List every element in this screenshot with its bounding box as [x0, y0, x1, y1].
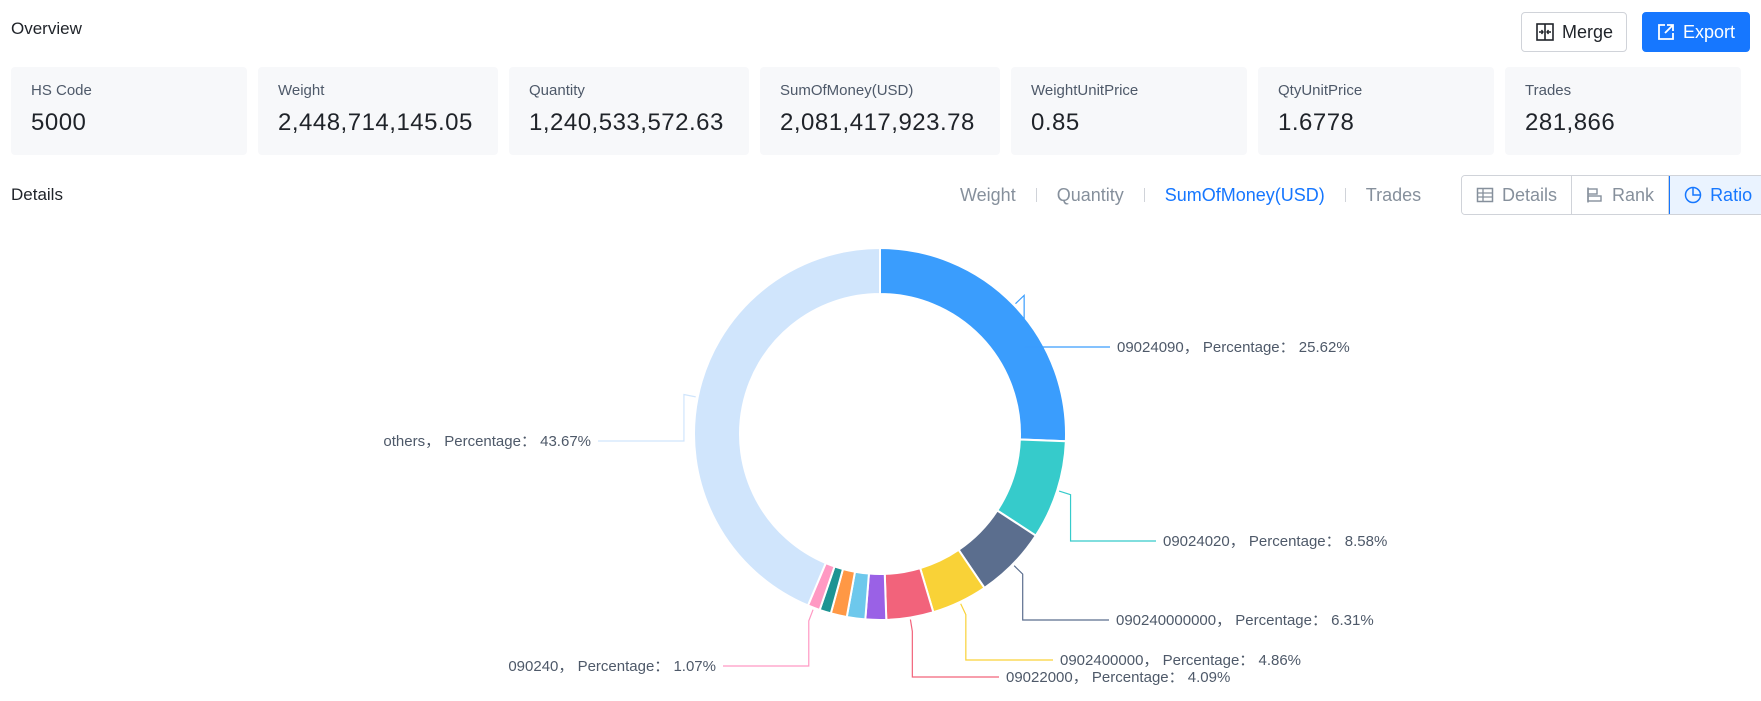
slice-label: 0902400000， Percentage： 4.86% [1060, 652, 1301, 669]
table-icon [1476, 187, 1494, 203]
stat-card-weight-unit-price: WeightUnitPrice 0.85 [1011, 67, 1247, 155]
stat-card-quantity: Quantity 1,240,533,572.63 [509, 67, 749, 155]
metric-tabs: Weight Quantity SumOfMoney(USD) Trades [960, 183, 1421, 207]
label-leader-line [909, 619, 999, 678]
stat-card-trades: Trades 281,866 [1505, 67, 1741, 155]
tab-weight[interactable]: Weight [960, 184, 1016, 205]
pie-slice-09024090[interactable] [879, 246, 1067, 443]
label-leader-line [723, 609, 814, 667]
slice-label: 09024020， Percentage： 8.58% [1163, 533, 1387, 550]
slice-label: 09022000， Percentage： 4.09% [1006, 669, 1230, 686]
view-rank-label: Rank [1612, 184, 1655, 205]
details-title: Details [11, 185, 63, 204]
merge-icon [1536, 23, 1554, 41]
stat-label: QtyUnitPrice [1278, 82, 1363, 99]
stat-value: 1.6778 [1278, 109, 1355, 136]
slice-label: 090240， Percentage： 1.07% [508, 658, 716, 675]
ratio-donut-chart: 09024090， Percentage： 25.62% 09024020， Pe… [383, 246, 1387, 686]
stat-label: SumOfMoney(USD) [780, 82, 914, 99]
stat-value: 0.85 [1031, 109, 1080, 136]
view-details-label: Details [1502, 184, 1558, 205]
tab-trades[interactable]: Trades [1365, 184, 1422, 205]
stat-label: WeightUnitPrice [1031, 82, 1139, 99]
stat-label: HS Code [31, 82, 92, 99]
stat-value: 5000 [31, 109, 87, 136]
stat-card-hs-code: HS Code 5000 [11, 67, 247, 155]
slice-label: others， Percentage： 43.67% [383, 433, 591, 450]
merge-button[interactable]: Merge [1521, 12, 1627, 52]
label-leader-line [1015, 293, 1110, 348]
stat-label: Trades [1525, 82, 1572, 99]
stat-value: 281,866 [1525, 109, 1616, 136]
stat-value: 2,081,417,923.78 [780, 109, 975, 136]
export-icon [1658, 24, 1674, 40]
rank-icon [1587, 187, 1602, 203]
view-rank-button[interactable]: Rank [1572, 176, 1670, 214]
label-leader-line [1013, 565, 1109, 621]
export-label: Export [1683, 21, 1736, 42]
view-ratio-label: Ratio [1710, 184, 1753, 205]
stat-card-weight: Weight 2,448,714,145.05 [258, 67, 498, 155]
merge-label: Merge [1562, 21, 1614, 42]
stats-row: HS Code 5000 Weight 2,448,714,145.05 Qua… [11, 67, 1741, 155]
tab-quantity[interactable]: Quantity [1056, 184, 1124, 205]
overview-header: Overview Merge Export [0, 0, 1761, 60]
label-leader-line [1058, 490, 1156, 542]
slice-label: 090240000000， Percentage： 6.31% [1116, 612, 1374, 629]
stat-card-qty-unit-price: QtyUnitPrice 1.6778 [1258, 67, 1494, 155]
view-details-button[interactable]: Details [1462, 176, 1573, 214]
overview-title: Overview [11, 19, 82, 38]
stat-card-sum-of-money: SumOfMoney(USD) 2,081,417,923.78 [760, 67, 1000, 155]
view-toggle-group: Details Rank Ratio [1461, 175, 1761, 215]
tab-divider [1035, 188, 1037, 202]
export-button[interactable]: Export [1642, 12, 1750, 52]
slice-label: 09024090， Percentage： 25.62% [1117, 339, 1350, 356]
tab-divider [1344, 188, 1346, 202]
pie-chart-icon [1684, 186, 1702, 204]
label-leader-line [598, 393, 696, 442]
label-leader-line [960, 603, 1053, 661]
stat-label: Quantity [529, 82, 585, 99]
stat-value: 2,448,714,145.05 [278, 109, 473, 136]
tab-divider [1143, 188, 1145, 202]
view-ratio-button[interactable]: Ratio [1669, 176, 1761, 214]
tab-sum-of-money[interactable]: SumOfMoney(USD) [1164, 184, 1325, 205]
stat-label: Weight [278, 82, 325, 99]
stat-value: 1,240,533,572.63 [529, 109, 724, 136]
pie-slice-others[interactable] [693, 246, 881, 607]
